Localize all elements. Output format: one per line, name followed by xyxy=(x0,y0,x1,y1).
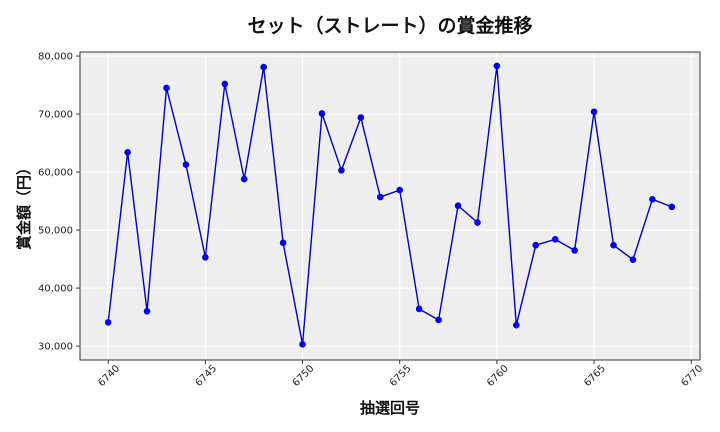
series-layer xyxy=(107,65,673,346)
data-point xyxy=(532,241,540,249)
y-tick-label: 80,000 xyxy=(38,52,73,63)
x-tick-label: 6740 xyxy=(96,363,122,389)
data-point xyxy=(260,63,267,71)
x-tick-label: 6745 xyxy=(194,363,220,389)
x-tick-label: 6750 xyxy=(291,363,317,389)
data-point xyxy=(376,193,384,201)
chart-title: セット（ストレート）の賞金推移 xyxy=(247,14,532,37)
data-point xyxy=(590,108,598,116)
y-tick-label: 40,000 xyxy=(38,284,73,295)
points-layer xyxy=(104,62,676,348)
data-point xyxy=(571,247,578,254)
data-point xyxy=(221,80,229,88)
data-point xyxy=(435,316,442,324)
data-point xyxy=(202,254,209,261)
series-line xyxy=(107,65,673,346)
y-axis-label: 賞金額（円） xyxy=(15,160,33,250)
data-point xyxy=(163,84,170,92)
data-point xyxy=(668,203,676,211)
data-point xyxy=(551,236,559,243)
data-point xyxy=(299,341,306,348)
x-axis-label: 抽選回号 xyxy=(360,399,420,417)
data-point xyxy=(513,321,520,329)
data-point xyxy=(610,241,617,249)
y-tick-label: 50,000 xyxy=(38,226,73,237)
x-tick-label: 6765 xyxy=(582,363,608,389)
data-point xyxy=(318,110,326,117)
data-point xyxy=(454,202,462,210)
data-point xyxy=(357,114,365,121)
plot-area xyxy=(80,52,700,360)
plot-frame xyxy=(79,51,701,361)
data-point xyxy=(474,219,481,226)
y-tick-label: 70,000 xyxy=(38,110,73,121)
data-point xyxy=(338,167,345,174)
data-point xyxy=(396,186,404,194)
x-axis-ticks: 6740 6745 6750 6755 6760 6765 6770 xyxy=(96,360,705,389)
data-point xyxy=(124,149,131,156)
x-tick-label: 6770 xyxy=(679,363,705,389)
data-point xyxy=(493,62,501,70)
data-point xyxy=(143,307,151,315)
data-point xyxy=(182,161,190,168)
data-point xyxy=(649,196,656,203)
x-tick-label: 6755 xyxy=(388,363,414,389)
data-point xyxy=(629,256,637,263)
data-point xyxy=(279,239,287,247)
grid-lines xyxy=(80,52,700,360)
y-tick-label: 30,000 xyxy=(38,342,73,353)
y-axis-ticks: 30,000 40,000 50,000 60,000 70,000 80,000 xyxy=(38,52,80,353)
data-point xyxy=(240,175,248,183)
x-tick-label: 6760 xyxy=(485,363,511,389)
data-point xyxy=(104,318,112,326)
data-point xyxy=(415,305,423,313)
y-tick-label: 60,000 xyxy=(38,168,73,179)
